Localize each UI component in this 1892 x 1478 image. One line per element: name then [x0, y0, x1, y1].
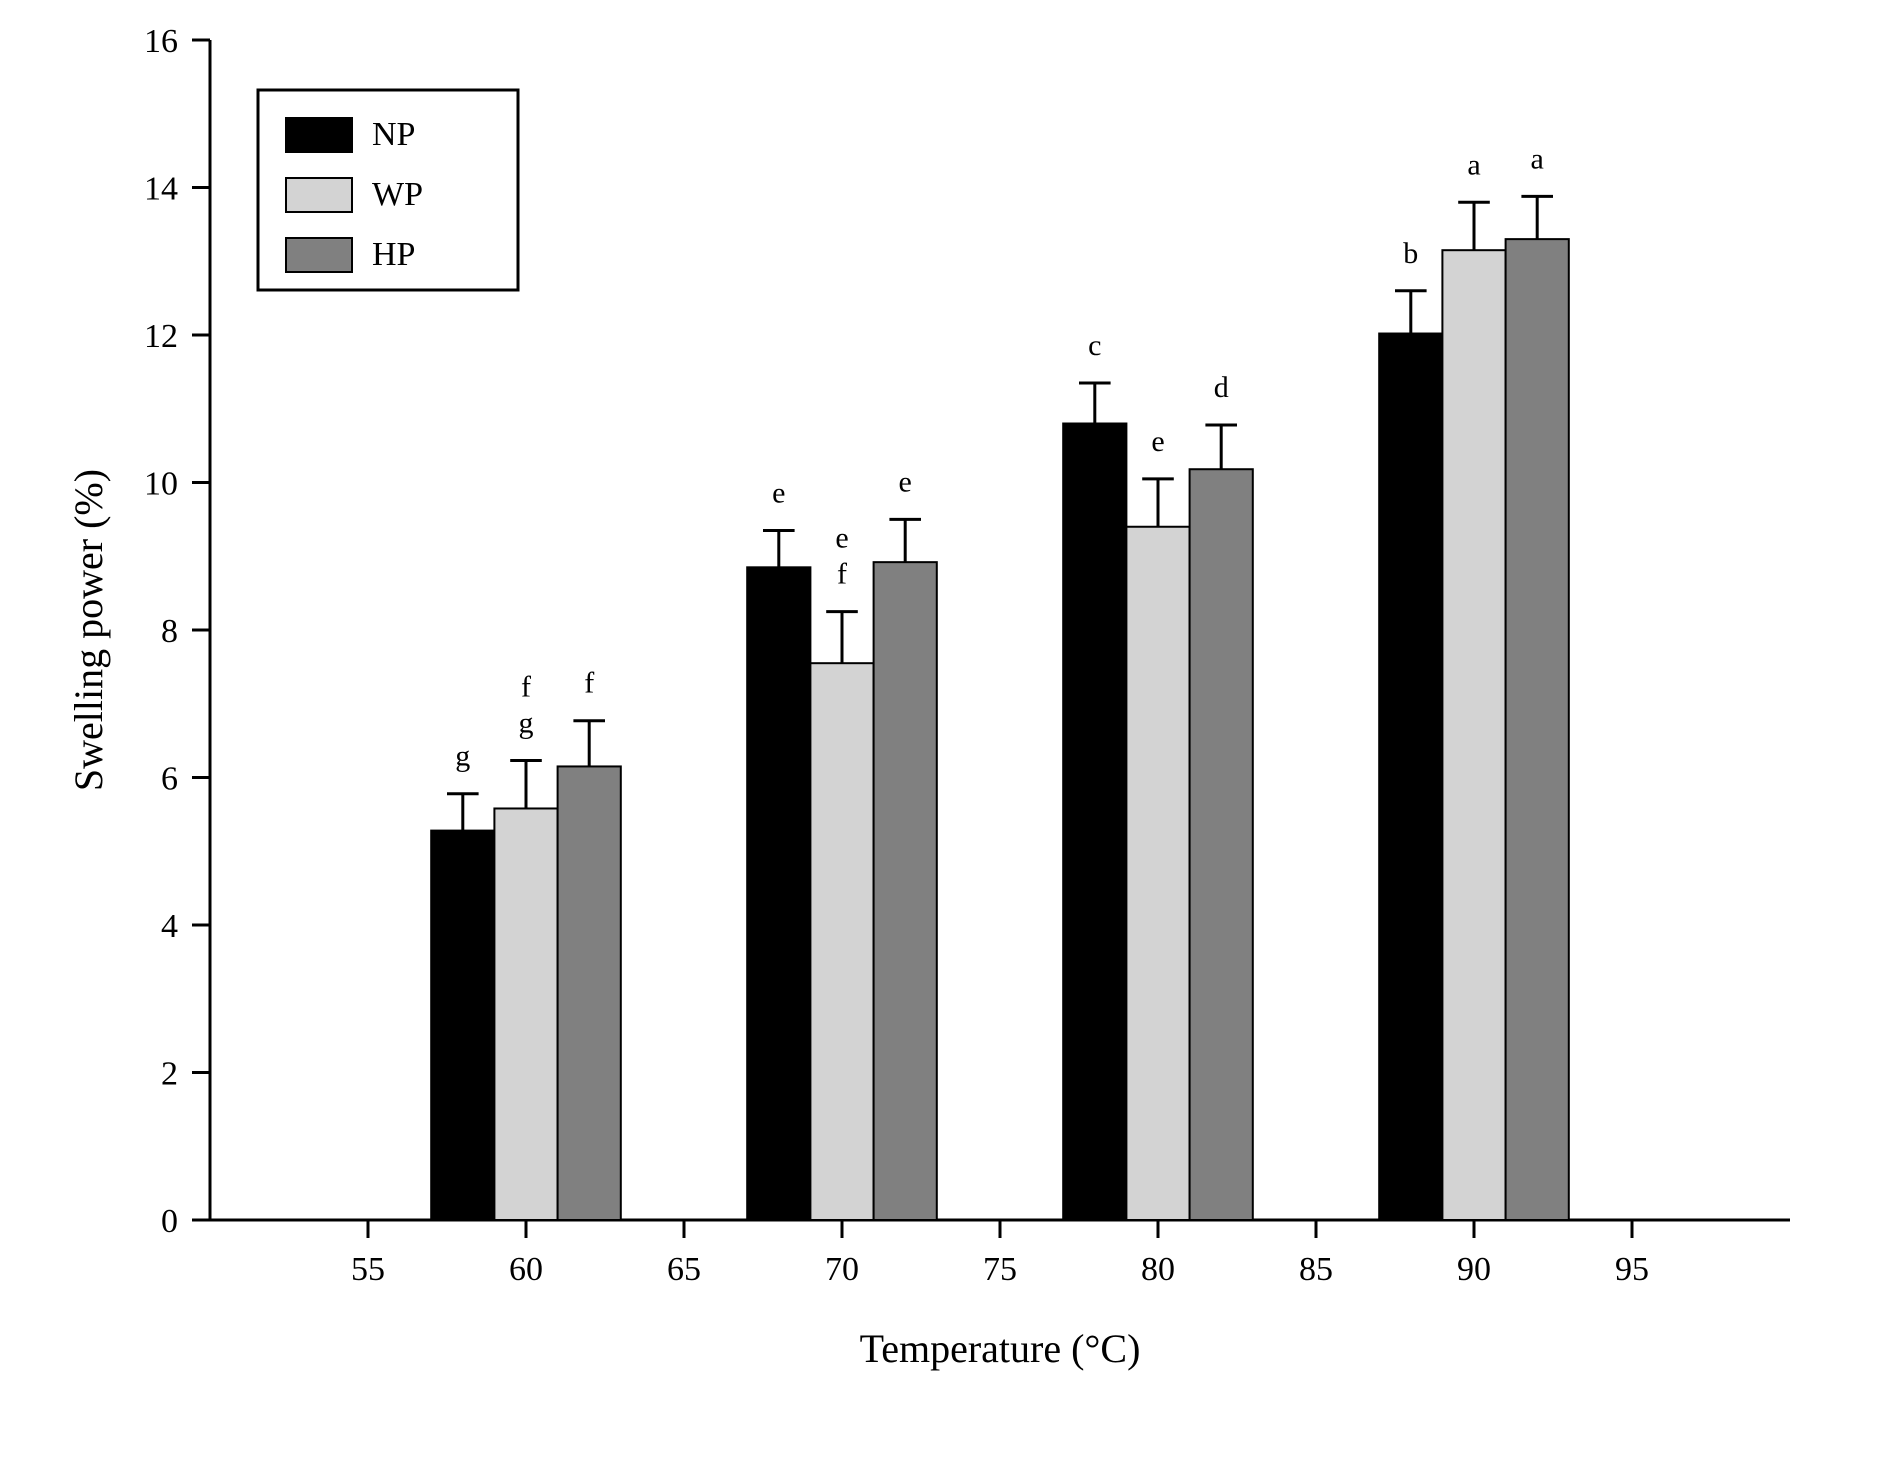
- legend-swatch: [286, 238, 352, 272]
- y-tick-label: 10: [144, 465, 178, 502]
- bar: [1126, 527, 1189, 1220]
- bar: [558, 766, 621, 1220]
- significance-label: g: [519, 707, 534, 740]
- significance-label: a: [1467, 148, 1480, 181]
- significance-label: f: [521, 671, 531, 704]
- x-tick-label: 60: [509, 1251, 543, 1288]
- y-tick-label: 12: [144, 318, 178, 355]
- x-tick-label: 90: [1457, 1251, 1491, 1288]
- y-tick-label: 16: [144, 23, 178, 60]
- bar: [494, 808, 557, 1220]
- x-tick-label: 70: [825, 1251, 859, 1288]
- significance-label: b: [1403, 237, 1418, 270]
- y-tick-label: 8: [161, 613, 178, 650]
- bar: [431, 831, 494, 1220]
- significance-label: a: [1531, 142, 1544, 175]
- x-axis-title: Temperature (°C): [860, 1326, 1141, 1371]
- x-tick-label: 85: [1299, 1251, 1333, 1288]
- bar: [1379, 334, 1442, 1220]
- y-axis-title: Swelling power (%): [66, 469, 111, 791]
- bar: [874, 562, 937, 1220]
- y-tick-label: 0: [161, 1203, 178, 1240]
- x-tick-label: 55: [351, 1251, 385, 1288]
- legend-label: NP: [372, 116, 415, 153]
- y-tick-label: 2: [161, 1055, 178, 1092]
- x-tick-label: 75: [983, 1251, 1017, 1288]
- x-tick-label: 95: [1615, 1251, 1649, 1288]
- significance-label: e: [835, 522, 848, 555]
- bar: [1190, 469, 1253, 1220]
- bar-chart: 55 60 65 70 75 80 85 90 95 0 2 4 6 8 10 12 14 16 Temperatu…: [0, 0, 1892, 1478]
- bar: [1442, 250, 1505, 1220]
- bar: [747, 567, 810, 1220]
- significance-label: d: [1214, 371, 1229, 404]
- significance-label: f: [584, 667, 594, 700]
- chart-container: 55 60 65 70 75 80 85 90 95 0 2 4 6 8 10 12 14 16 Temperatu…: [0, 0, 1892, 1478]
- significance-label: g: [455, 740, 470, 773]
- significance-label: e: [899, 465, 912, 498]
- bar: [1063, 424, 1126, 1221]
- bar: [810, 663, 873, 1220]
- legend-swatch: [286, 118, 352, 152]
- legend-label: WP: [372, 176, 423, 213]
- significance-label: f: [837, 558, 847, 591]
- y-tick-label: 6: [161, 760, 178, 797]
- y-tick-label: 14: [144, 170, 178, 207]
- legend-swatch: [286, 178, 352, 212]
- y-tick-label: 4: [161, 908, 178, 945]
- bar: [1506, 239, 1569, 1220]
- significance-label: c: [1088, 329, 1101, 362]
- legend-label: HP: [372, 236, 415, 273]
- x-tick-label: 80: [1141, 1251, 1175, 1288]
- significance-label: e: [772, 476, 785, 509]
- significance-label: e: [1151, 425, 1164, 458]
- x-tick-label: 65: [667, 1251, 701, 1288]
